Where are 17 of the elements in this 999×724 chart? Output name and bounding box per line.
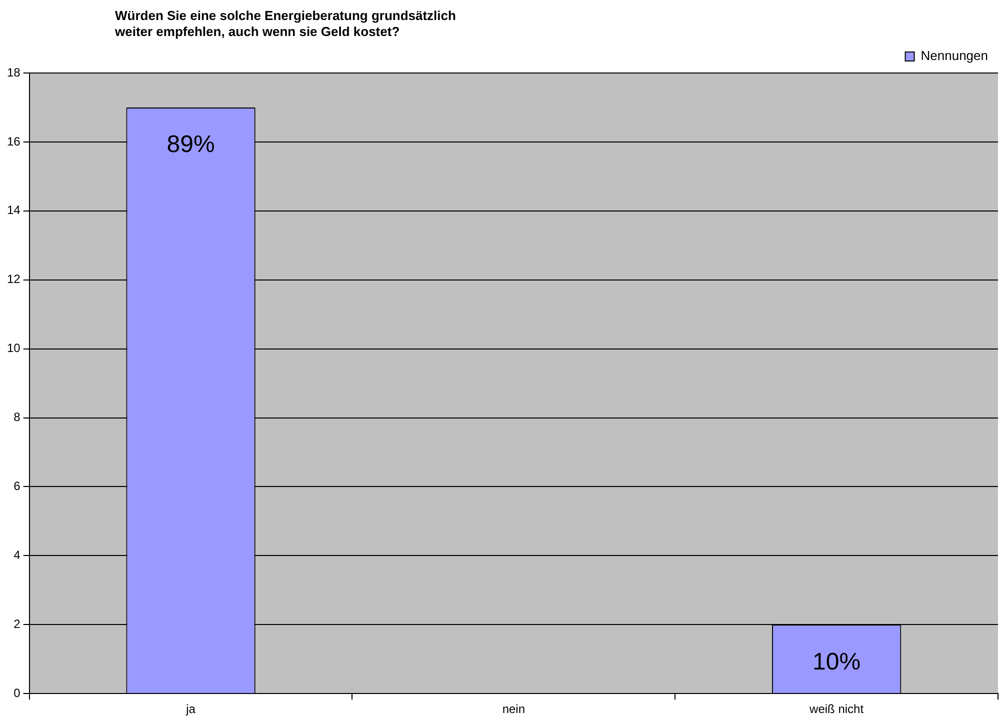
x-tick-label: weiß nicht	[808, 702, 864, 716]
x-tick-label: nein	[502, 702, 526, 716]
y-tick-label: 12	[6, 272, 21, 286]
y-tick-label: 8	[14, 410, 21, 424]
chart-title: Würden Sie eine solche Energieberatung grundsätzlich weiter empfehlen, auch wenn sie Geld kostet?	[115, 8, 456, 40]
y-tick-label: 0	[14, 686, 21, 700]
x-tick-label: ja	[185, 702, 196, 716]
annotation: 10%	[812, 648, 861, 676]
y-tick-label: 10	[6, 341, 21, 356]
legend-label: Nennungen	[920, 48, 988, 64]
y-tick-label: 16	[6, 134, 21, 148]
annotation: 89%	[166, 131, 215, 158]
y-tick-label: 2	[14, 616, 21, 631]
y-tick-label: 6	[14, 479, 21, 494]
y-tick-label: 14	[6, 203, 21, 218]
y-tick-label: 18	[6, 65, 21, 80]
y-tick-label: 4	[14, 548, 21, 562]
